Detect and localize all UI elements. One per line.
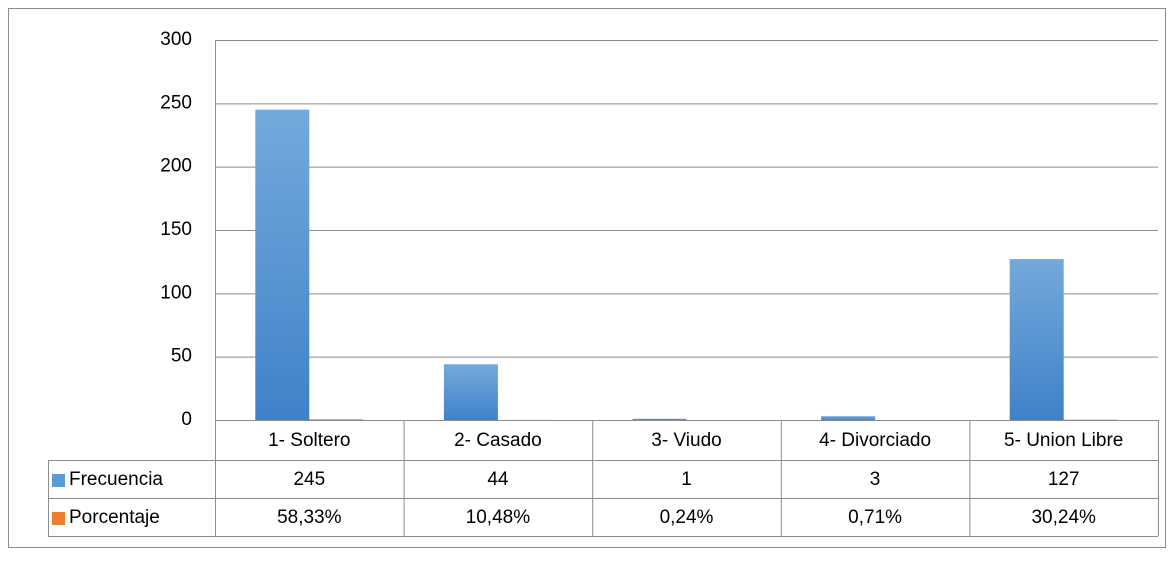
legend-label: Porcentaje bbox=[69, 507, 160, 528]
y-tick-label: 150 bbox=[160, 219, 192, 240]
y-tick-label: 300 bbox=[160, 29, 192, 50]
table-cell: 58,33% bbox=[277, 507, 342, 528]
y-tick-label: 250 bbox=[160, 92, 192, 113]
table-cell: 245 bbox=[293, 469, 325, 490]
y-tick-label: 0 bbox=[181, 409, 192, 430]
table-cell: 0,24% bbox=[660, 507, 714, 528]
table-cell: 0,71% bbox=[848, 507, 902, 528]
table-cell: 44 bbox=[487, 469, 509, 490]
table-cell: 10,48% bbox=[466, 507, 531, 528]
y-tick-label: 100 bbox=[160, 282, 192, 303]
x-tick-label: 5- Union Libre bbox=[1004, 430, 1123, 451]
bar bbox=[821, 416, 875, 420]
x-tick-label: 4- Divorciado bbox=[819, 430, 931, 451]
table-cell: 3 bbox=[870, 469, 881, 490]
chart-border bbox=[9, 9, 1166, 548]
y-tick-label: 200 bbox=[160, 156, 192, 177]
bar bbox=[444, 364, 498, 420]
y-tick-label: 50 bbox=[171, 346, 192, 367]
bar bbox=[1010, 259, 1064, 420]
legend-key bbox=[52, 512, 65, 525]
x-tick-label: 2- Casado bbox=[454, 430, 542, 451]
bar bbox=[633, 419, 687, 420]
table-cell: 30,24% bbox=[1031, 507, 1096, 528]
table-cell: 127 bbox=[1048, 469, 1080, 490]
x-tick-label: 3- Viudo bbox=[651, 430, 721, 451]
bar bbox=[309, 419, 363, 420]
table-cell: 1 bbox=[681, 469, 692, 490]
legend-label: Frecuencia bbox=[69, 469, 163, 490]
bar bbox=[255, 110, 309, 420]
legend-key bbox=[52, 474, 65, 487]
x-tick-label: 1- Soltero bbox=[268, 430, 350, 451]
